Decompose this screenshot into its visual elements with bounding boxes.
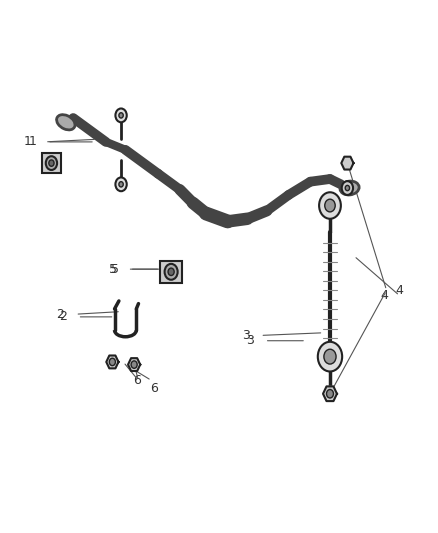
- Text: 2: 2: [59, 310, 67, 324]
- Polygon shape: [323, 386, 337, 401]
- Circle shape: [318, 342, 342, 372]
- Circle shape: [119, 113, 123, 118]
- Text: 1: 1: [24, 135, 32, 148]
- Circle shape: [116, 177, 127, 191]
- Polygon shape: [106, 356, 118, 368]
- Text: 1: 1: [28, 135, 36, 148]
- Circle shape: [165, 264, 178, 280]
- Circle shape: [119, 182, 123, 187]
- Circle shape: [342, 181, 353, 195]
- Polygon shape: [128, 358, 140, 371]
- Circle shape: [131, 361, 137, 368]
- Circle shape: [345, 185, 350, 191]
- FancyBboxPatch shape: [42, 153, 61, 173]
- Text: 5: 5: [111, 263, 119, 276]
- Circle shape: [49, 160, 54, 166]
- Circle shape: [326, 390, 333, 398]
- Circle shape: [110, 358, 116, 366]
- Text: 3: 3: [246, 334, 254, 347]
- Ellipse shape: [340, 181, 359, 195]
- Text: 5: 5: [109, 263, 117, 276]
- Circle shape: [116, 109, 127, 122]
- Ellipse shape: [57, 115, 75, 130]
- Polygon shape: [341, 157, 353, 169]
- Circle shape: [325, 199, 335, 212]
- Text: 6: 6: [150, 382, 158, 395]
- Circle shape: [319, 192, 341, 219]
- Text: 4: 4: [381, 289, 389, 302]
- FancyBboxPatch shape: [160, 261, 182, 283]
- Text: 3: 3: [242, 329, 250, 342]
- Circle shape: [324, 349, 336, 364]
- Text: 6: 6: [133, 374, 141, 387]
- Text: 4: 4: [395, 284, 403, 297]
- Text: 2: 2: [57, 308, 64, 321]
- Circle shape: [168, 268, 174, 276]
- Circle shape: [46, 156, 57, 170]
